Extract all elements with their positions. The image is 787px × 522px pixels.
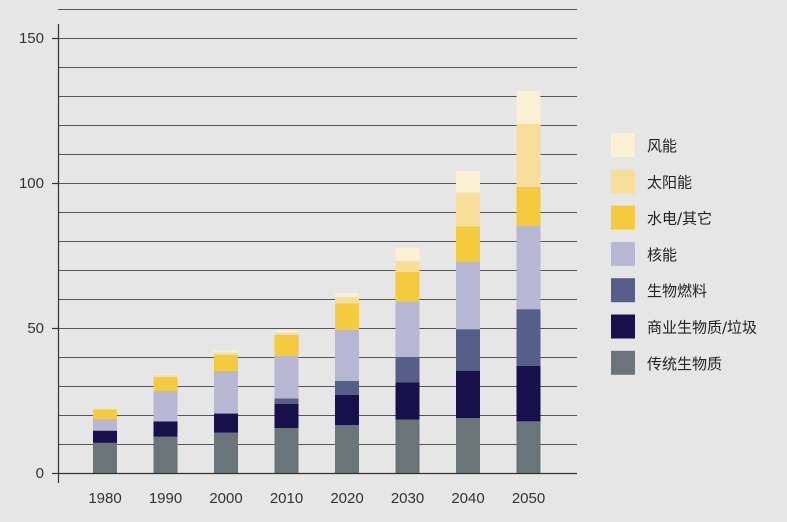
legend-label: 核能 <box>647 246 677 264</box>
legend-swatch <box>611 133 635 157</box>
x-tick-label: 2010 <box>270 490 303 507</box>
bar-segment <box>456 329 480 371</box>
bar-segment <box>395 271 420 302</box>
bar-segment <box>274 398 299 404</box>
bar-segment <box>335 425 359 473</box>
x-tick-labels: 1980 1990 2000 2010 2020 2030 2040 2050 <box>88 490 545 507</box>
bar-segment <box>93 442 117 473</box>
bar-segment <box>395 247 420 261</box>
bar-segment <box>274 355 299 399</box>
x-tick-label: 2020 <box>330 490 363 507</box>
bar-segment <box>335 293 359 297</box>
bars <box>93 90 541 473</box>
bar-segment <box>93 430 117 443</box>
y-tick-label: 100 <box>19 175 44 192</box>
x-tick-label: 2050 <box>512 490 545 507</box>
bar-segment <box>153 373 178 375</box>
bar-segment <box>93 409 117 419</box>
legend-label: 水电/其它 <box>647 210 712 228</box>
bar-segment <box>335 303 359 330</box>
legend-label: 商业生物质/垃圾 <box>647 319 757 337</box>
bar-segment <box>395 301 420 357</box>
bar-segment <box>456 261 480 330</box>
bar-segment <box>516 309 541 366</box>
bar-segment <box>516 365 541 422</box>
bar-segment <box>93 408 117 410</box>
bar-segment <box>395 382 420 420</box>
bar-segment <box>274 428 299 473</box>
bar-segment <box>516 186 541 226</box>
legend-label: 风能 <box>647 137 677 155</box>
bar-segment <box>214 350 238 353</box>
legend-swatch <box>611 350 635 375</box>
y-tick-label: 0 <box>36 465 44 482</box>
bar-segment <box>395 357 420 383</box>
bar-segment <box>214 352 238 355</box>
y-tick-label: 50 <box>27 320 44 337</box>
bar-segment <box>214 354 238 371</box>
gridlines <box>58 9 577 445</box>
bar-segment <box>516 421 541 473</box>
bar-segment <box>153 390 178 422</box>
legend-swatch <box>611 278 635 303</box>
bar-segment <box>274 334 299 356</box>
y-tick-labels: 0 50 100 150 <box>19 30 44 482</box>
bar-segment <box>153 436 178 473</box>
bar-segment <box>456 418 480 473</box>
bar-segment <box>335 296 359 304</box>
axes <box>52 24 577 483</box>
bar-segment <box>335 329 359 381</box>
bar-segment <box>456 192 480 227</box>
bar-segment <box>214 370 238 414</box>
legend-swatch <box>611 314 635 339</box>
x-tick-label: 1980 <box>88 490 121 507</box>
y-tick-label: 150 <box>19 30 44 47</box>
legend-swatch <box>611 205 635 230</box>
bar-segment <box>456 370 480 419</box>
bar-segment <box>516 123 541 187</box>
bar-segment <box>335 380 359 395</box>
bar-segment <box>153 374 178 378</box>
bar-segment <box>456 170 480 193</box>
bar-segment <box>335 394 359 426</box>
legend-swatch <box>611 241 635 266</box>
bar-segment <box>274 403 299 429</box>
legend-label: 太阳能 <box>647 173 692 191</box>
bar-segment <box>153 377 178 391</box>
x-tick-label: 2030 <box>391 490 424 507</box>
legend-label: 传统生物质 <box>647 355 722 373</box>
bar-segment <box>274 330 299 333</box>
bar-segment <box>93 407 117 409</box>
bar-segment <box>395 260 420 272</box>
bar-segment <box>395 419 420 473</box>
legend-label: 生物燃料 <box>647 282 707 300</box>
bar-segment <box>93 418 117 431</box>
bar-segment <box>274 332 299 335</box>
x-tick-label: 2000 <box>209 490 242 507</box>
bar-segment <box>456 226 480 262</box>
bar-segment <box>214 432 238 473</box>
x-tick-label: 2040 <box>451 490 484 507</box>
bar-segment <box>214 413 238 433</box>
bar-segment <box>516 225 541 310</box>
x-tick-label: 1990 <box>149 490 182 507</box>
bar-segment <box>153 421 178 437</box>
legend-swatch <box>611 169 635 194</box>
bar-segment <box>516 90 541 124</box>
